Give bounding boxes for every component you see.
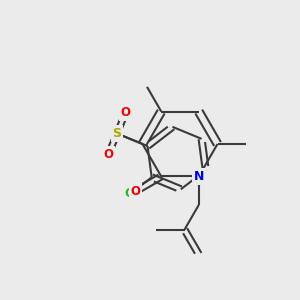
Text: Cl: Cl xyxy=(124,187,137,200)
Text: S: S xyxy=(112,127,122,140)
Text: O: O xyxy=(121,106,130,119)
Text: O: O xyxy=(130,185,140,198)
Text: O: O xyxy=(103,148,113,161)
Text: N: N xyxy=(194,170,204,183)
